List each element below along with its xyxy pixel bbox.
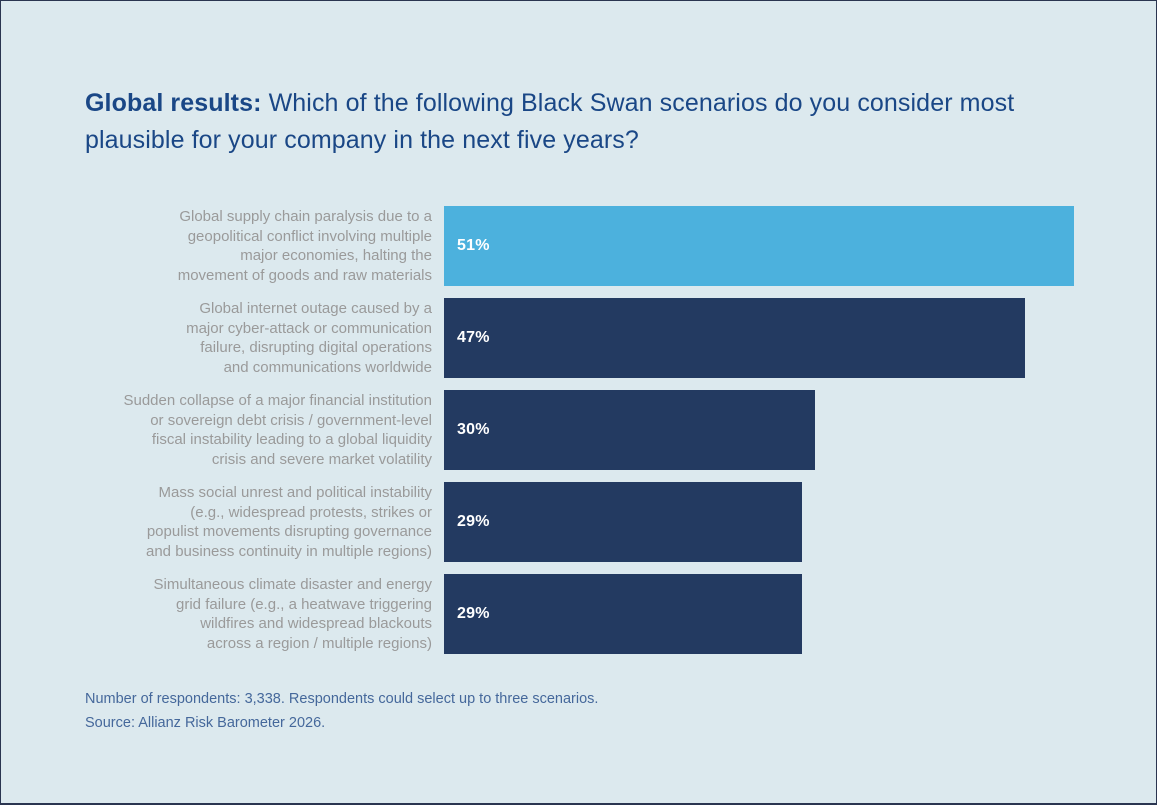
bar-row: Sudden collapse of a major financial ins… <box>85 390 1074 470</box>
bar: 51% <box>444 206 1074 286</box>
bar-label: Global supply chain paralysis due to a g… <box>177 208 432 284</box>
bar-row: Mass social unrest and political instabi… <box>85 482 1074 562</box>
bar-value-label: 47% <box>457 329 490 346</box>
bar-track: 30% <box>444 390 1074 470</box>
bar-row: Global internet outage caused by a major… <box>85 298 1074 378</box>
bar: 29% <box>444 574 803 654</box>
bar-row: Simultaneous climate disaster and energy… <box>85 574 1074 654</box>
page-title-prefix: Global results: <box>85 89 262 117</box>
bar-label: Global internet outage caused by a major… <box>186 300 432 376</box>
footnote-respondents: Number of respondents: 3,338. Respondent… <box>85 691 599 707</box>
bar-chart: Global supply chain paralysis due to a g… <box>85 206 1074 654</box>
bar-value-label: 29% <box>457 513 490 530</box>
bar-track: 51% <box>444 206 1074 286</box>
bar-value-label: 29% <box>457 605 490 622</box>
bar-row: Global supply chain paralysis due to a g… <box>85 206 1074 286</box>
bar-value-label: 51% <box>457 237 490 254</box>
bar-label: Sudden collapse of a major financial ins… <box>123 392 432 468</box>
content: Global results: Which of the following B… <box>85 85 1075 735</box>
page-title: Global results: Which of the following B… <box>85 85 1075 159</box>
bar-value-label: 30% <box>457 421 490 438</box>
page-title-question: Which of the following Black Swan scenar… <box>85 89 1015 154</box>
bar-label: Mass social unrest and political instabi… <box>146 484 432 560</box>
footnotes: Number of respondents: 3,338. Respondent… <box>85 687 1075 735</box>
bar-track: 29% <box>444 574 1074 654</box>
bar: 29% <box>444 482 803 562</box>
bar: 30% <box>444 390 815 470</box>
bar-track: 47% <box>444 298 1074 378</box>
footnote-source: Source: Allianz Risk Barometer 2026. <box>85 715 326 731</box>
bar-track: 29% <box>444 482 1074 562</box>
bar: 47% <box>444 298 1025 378</box>
bar-label: Simultaneous climate disaster and energy… <box>153 576 432 652</box>
